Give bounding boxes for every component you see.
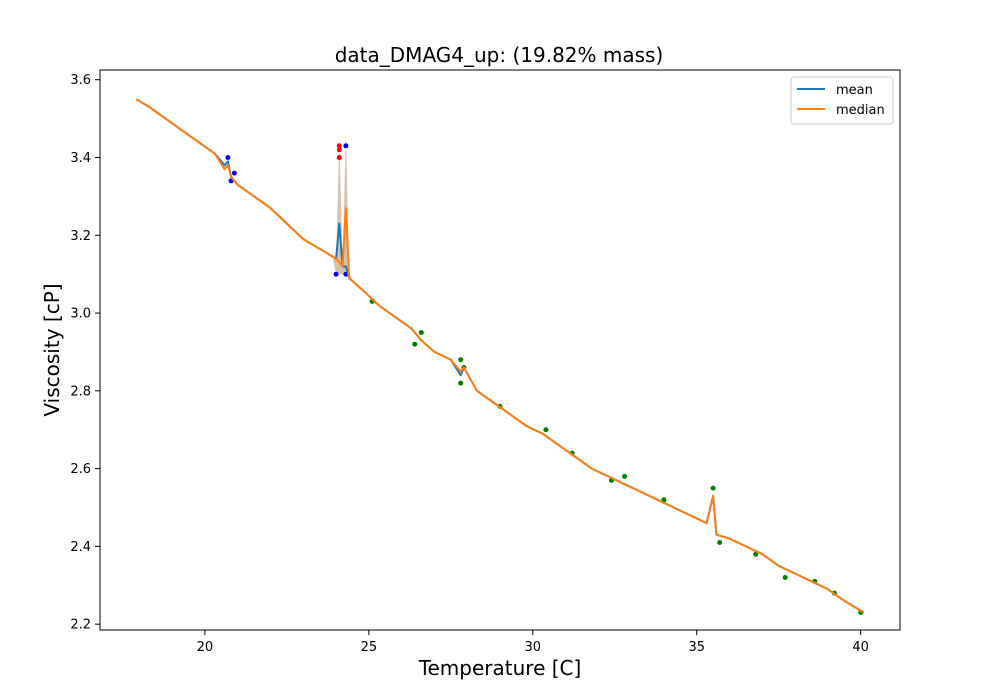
x-tick-label: 20 (197, 640, 214, 655)
chart-title: data_DMAG4_up: (19.82% mass) (335, 43, 664, 67)
data-point (225, 155, 231, 160)
x-tick-label: 40 (852, 640, 869, 655)
data-point (710, 485, 716, 491)
plot-area (135, 98, 865, 615)
legend: mean median (790, 76, 894, 125)
y-tick-label: 3.0 (70, 307, 91, 322)
y-tick-label: 2.4 (70, 540, 91, 555)
data-point (336, 155, 342, 160)
y-tick-label: 2.8 (70, 384, 91, 399)
x-tick-label: 35 (688, 640, 705, 655)
data-point (458, 380, 464, 386)
data-point (661, 497, 667, 503)
data-point (717, 540, 723, 545)
data-point (231, 170, 237, 176)
data-point (418, 330, 424, 335)
legend-label-mean: mean (836, 83, 873, 98)
data-point (753, 551, 759, 557)
y-tick-label: 2.2 (70, 618, 91, 633)
x-axis-label: Temperature [C] (418, 656, 582, 680)
data-point (333, 271, 339, 277)
data-point (343, 143, 349, 149)
axes-frame (99, 69, 901, 631)
y-tick-label: 2.6 (70, 462, 91, 477)
x-tick-label: 25 (361, 640, 378, 655)
axis-ticks: 20 25 30 35 40 2.2 2.4 2.6 2.8 3.0 3.2 3.4 3.6 (70, 73, 869, 655)
data-point (782, 575, 788, 580)
data-point (412, 341, 418, 347)
y-axis-label: Viscosity [cP] (40, 283, 64, 416)
data-point (543, 427, 549, 433)
data-point (622, 473, 628, 479)
series-line-mean (135, 98, 865, 614)
data-point (336, 143, 342, 149)
legend-label-median: median (836, 103, 885, 118)
x-tick-label: 30 (525, 640, 542, 655)
series-line-median (135, 98, 865, 614)
y-tick-label: 3.6 (70, 73, 91, 88)
y-tick-label: 3.2 (70, 229, 91, 244)
y-tick-label: 3.4 (70, 151, 91, 166)
data-point (336, 147, 342, 153)
data-point (458, 357, 464, 363)
